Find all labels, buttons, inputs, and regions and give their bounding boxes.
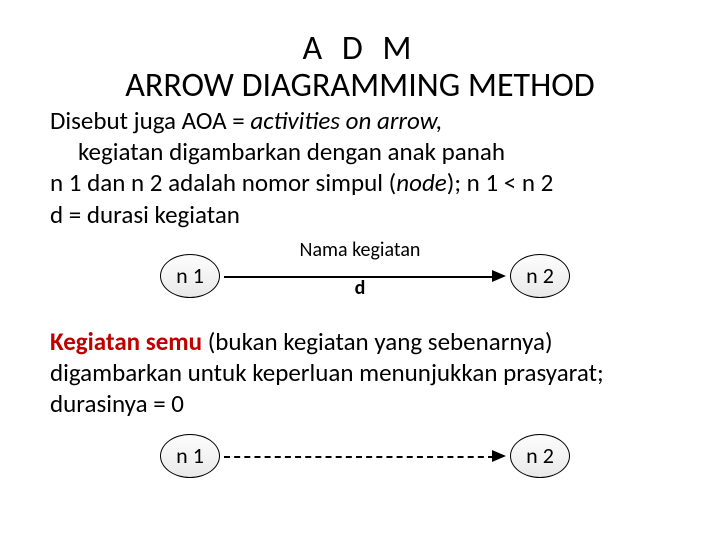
diagram-dummy-activity: n 1 n 2 (100, 426, 620, 486)
arrow-head-icon (492, 270, 506, 282)
para1-text-7: d = durasi kegiatan (50, 199, 240, 230)
para1-text-3: kegiatan digambarkan dengan anak panah (50, 136, 670, 167)
diagram-activity: n 1 Nama kegiatan d n 2 (100, 236, 620, 316)
para2-highlight: Kegiatan semu (50, 326, 202, 357)
para1-italic-2: node (396, 167, 446, 198)
title-line-1: A D M (50, 30, 670, 67)
para1-text-6: ); n 1 < n 2 (447, 167, 554, 198)
arrow-line-dashed (224, 456, 494, 458)
para1-italic-1: activities on arrow, (250, 105, 442, 136)
paragraph-2: Kegiatan semu (bukan kegiatan yang seben… (50, 326, 670, 420)
title-line-2: ARROW DIAGRAMMING METHOD (50, 67, 670, 104)
slide: A D M ARROW DIAGRAMMING METHOD Disebut j… (0, 0, 720, 540)
node-n1: n 1 (160, 254, 220, 298)
paragraph-1: Disebut juga AOA = activities on arrow, … (50, 105, 670, 230)
para1-text-4: n 1 dan n 2 adalah nomor simpul ( (50, 167, 396, 198)
title-block: A D M ARROW DIAGRAMMING METHOD (50, 30, 670, 105)
para1-indent: kegiatan digambarkan dengan anak panah (50, 136, 670, 167)
node-n2-dummy: n 2 (510, 434, 570, 478)
node-n1-dummy: n 1 (160, 434, 220, 478)
arrow-label-bottom: d (230, 276, 490, 300)
node-n2: n 2 (510, 254, 570, 298)
arrow-label-top: Nama kegiatan (230, 238, 490, 262)
arrow-head-icon (492, 450, 506, 462)
para1-text-1: Disebut juga AOA = (50, 105, 250, 136)
